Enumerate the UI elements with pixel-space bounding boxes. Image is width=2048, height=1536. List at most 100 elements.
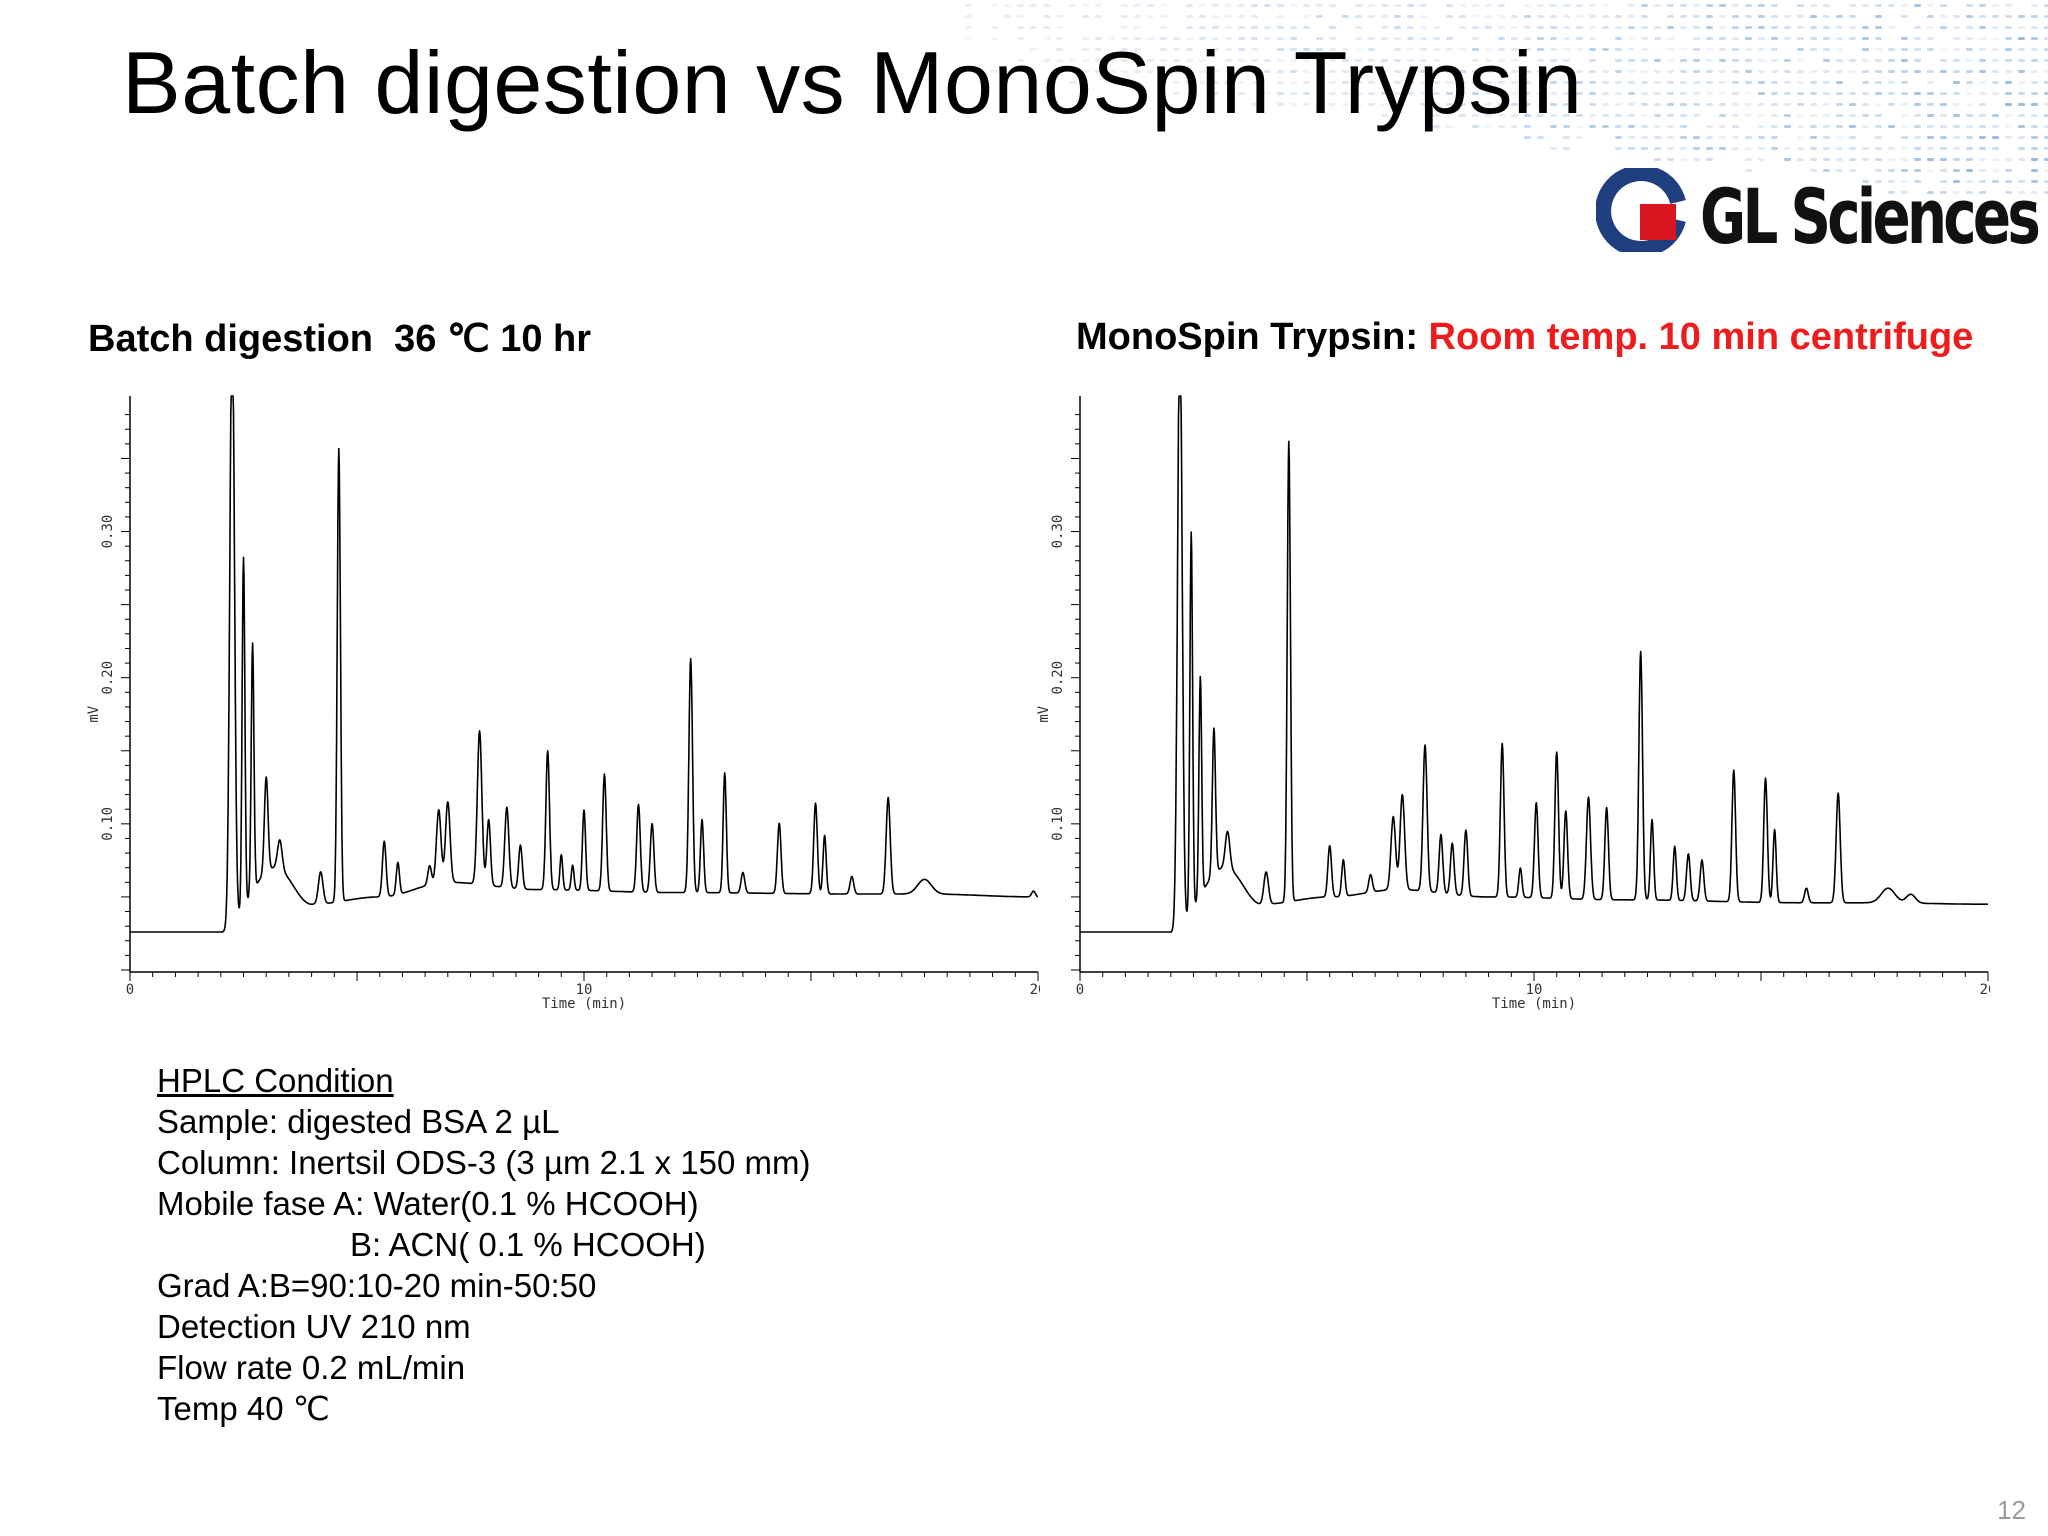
deco-dot <box>1225 15 1232 18</box>
deco-dot <box>2044 147 2048 150</box>
deco-dot <box>1381 70 1388 73</box>
deco-dot <box>1277 37 1284 40</box>
deco-dot <box>1797 147 1804 150</box>
deco-dot <box>1199 81 1206 84</box>
deco-dot <box>1667 37 1674 40</box>
deco-dot <box>1849 103 1856 106</box>
deco-dot <box>1602 114 1609 117</box>
deco-dot <box>1966 147 1973 150</box>
deco-dot <box>1797 4 1804 7</box>
deco-dot <box>1472 114 1479 117</box>
deco-dot <box>1160 37 1167 40</box>
deco-dot <box>1251 59 1258 62</box>
deco-dot <box>1979 103 1986 106</box>
deco-dot <box>1797 103 1804 106</box>
deco-dot <box>2018 59 2025 62</box>
deco-dot <box>1498 70 1505 73</box>
deco-dot <box>2044 103 2048 106</box>
deco-dot <box>1485 81 1492 84</box>
deco-dot <box>1914 136 1921 139</box>
deco-dot <box>2018 103 2025 106</box>
deco-dot <box>1277 92 1284 95</box>
deco-dot <box>1732 136 1739 139</box>
deco-dot <box>1199 4 1206 7</box>
deco-dot <box>1459 48 1466 51</box>
deco-dot <box>1953 103 1960 106</box>
deco-dot <box>1667 4 1674 7</box>
deco-dot <box>1628 37 1635 40</box>
deco-dot <box>1745 15 1752 18</box>
deco-dot <box>1459 81 1466 84</box>
deco-dot <box>2044 4 2048 7</box>
deco-dot <box>1979 180 1986 183</box>
deco-dot <box>1355 26 1362 29</box>
deco-dot <box>1173 70 1180 73</box>
deco-dot <box>1745 136 1752 139</box>
deco-dot <box>1693 70 1700 73</box>
deco-dot <box>1914 70 1921 73</box>
deco-dot <box>1394 4 1401 7</box>
deco-dot <box>1927 114 1934 117</box>
deco-dot <box>1355 37 1362 40</box>
deco-dot <box>1368 81 1375 84</box>
deco-dot <box>1680 4 1687 7</box>
deco-dot <box>1225 81 1232 84</box>
deco-dot <box>1732 48 1739 51</box>
deco-dot <box>1498 37 1505 40</box>
x-axis-label: Time (min) <box>542 996 626 1012</box>
deco-dot <box>1823 26 1830 29</box>
deco-dot <box>1407 15 1414 18</box>
deco-dot <box>1511 103 1518 106</box>
deco-dot <box>1849 26 1856 29</box>
deco-dot <box>2044 191 2048 194</box>
deco-dot <box>1459 26 1466 29</box>
deco-dot <box>1810 4 1817 7</box>
deco-dot <box>1576 114 1583 117</box>
deco-dot <box>1043 15 1050 18</box>
deco-dot <box>2031 92 2038 95</box>
deco-dot <box>1836 15 1843 18</box>
deco-dot <box>2018 158 2025 161</box>
deco-dot <box>1459 92 1466 95</box>
deco-dot <box>1953 70 1960 73</box>
deco-dot <box>1901 158 1908 161</box>
deco-dot <box>1784 125 1791 128</box>
deco-dot <box>1615 59 1622 62</box>
deco-dot <box>1797 125 1804 128</box>
deco-dot <box>1173 59 1180 62</box>
deco-dot <box>1589 114 1596 117</box>
deco-dot <box>1849 37 1856 40</box>
y-axis-label: mV <box>86 705 102 722</box>
deco-dot <box>1901 147 1908 150</box>
deco-dot <box>1745 169 1752 172</box>
deco-dot <box>1498 125 1505 128</box>
deco-dot <box>2018 37 2025 40</box>
deco-dot <box>1225 59 1232 62</box>
deco-dot <box>2031 103 2038 106</box>
deco-dot <box>1342 103 1349 106</box>
deco-dot <box>1901 103 1908 106</box>
deco-dot <box>1862 125 1869 128</box>
deco-dot <box>1537 26 1544 29</box>
deco-dot <box>1953 136 1960 139</box>
deco-dot <box>1472 92 1479 95</box>
deco-dot <box>1329 92 1336 95</box>
deco-dot <box>1836 37 1843 40</box>
deco-dot <box>1693 59 1700 62</box>
deco-dot <box>1472 81 1479 84</box>
deco-dot <box>1875 48 1882 51</box>
deco-dot <box>1927 147 1934 150</box>
deco-dot <box>1693 92 1700 95</box>
deco-dot <box>1446 37 1453 40</box>
deco-dot <box>1017 26 1024 29</box>
deco-dot <box>1914 92 1921 95</box>
deco-dot <box>1888 70 1895 73</box>
deco-dot <box>1901 114 1908 117</box>
deco-dot <box>1979 26 1986 29</box>
deco-dot <box>1069 59 1076 62</box>
deco-dot <box>1316 103 1323 106</box>
deco-dot <box>1251 37 1258 40</box>
deco-dot <box>1095 15 1102 18</box>
deco-dot <box>1914 48 1921 51</box>
deco-dot <box>1732 92 1739 95</box>
